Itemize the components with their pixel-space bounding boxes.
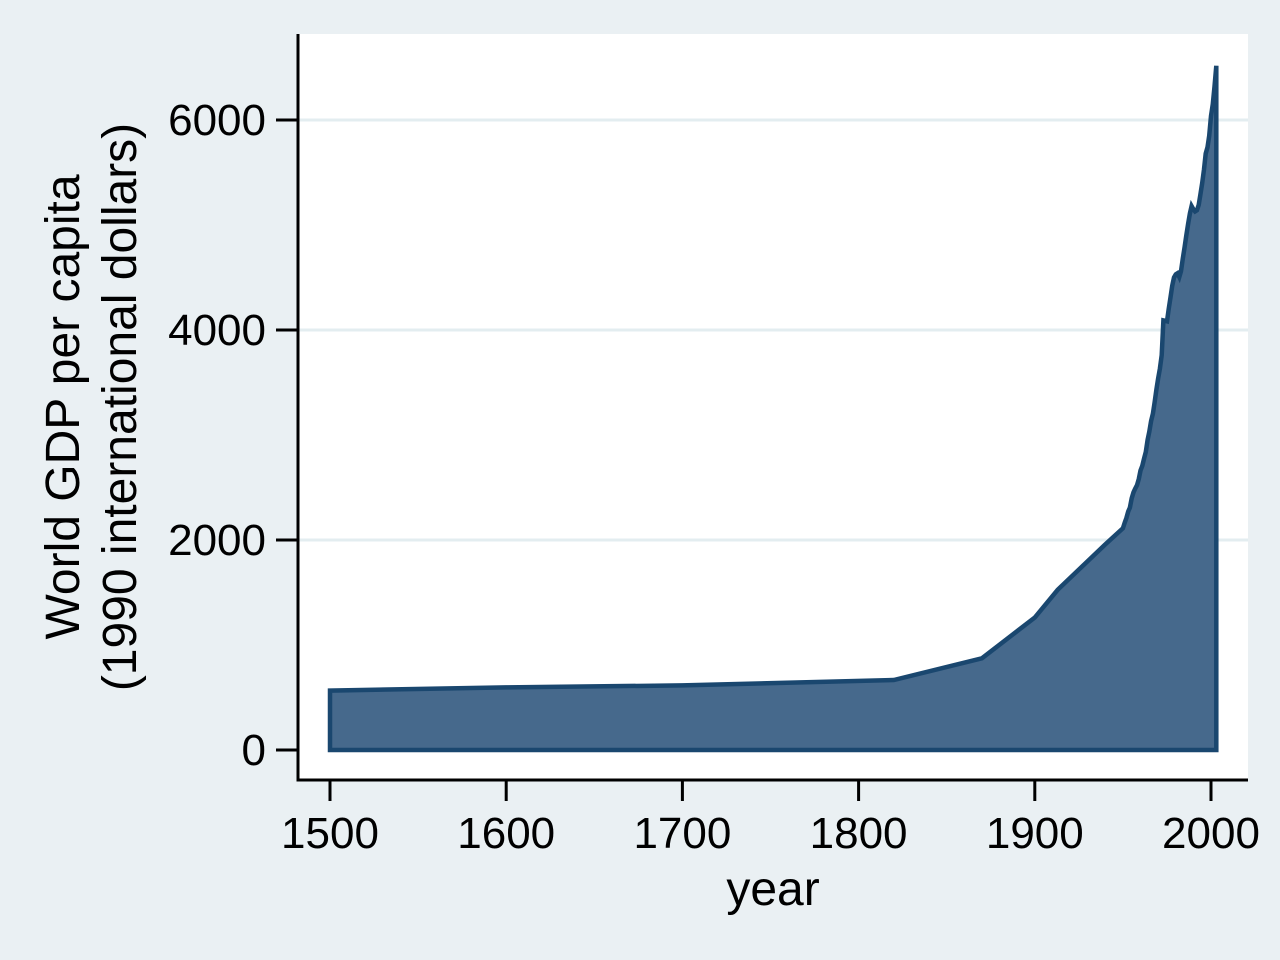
y-axis-title: World GDP per capita (1990 international… [34,27,150,787]
x-axis-title: year [726,863,820,916]
y-tick-label-6000: 6000 [168,96,266,145]
y-tick-label-4000: 4000 [168,306,266,355]
x-tick-label-1600: 1600 [457,809,555,858]
gdp-area-series [327,65,1219,753]
y-tick-label-2000: 2000 [168,516,266,565]
x-tick-label-1500: 1500 [281,809,379,858]
y-axis-title-line-2: (1990 international dollars) [94,122,147,692]
x-tick-label-1900: 1900 [986,809,1084,858]
x-tick-label-2000: 2000 [1162,809,1260,858]
y-axis-title-line-1: World GDP per capita [37,174,90,640]
x-tick-label-1700: 1700 [633,809,731,858]
x-tick-label-1800: 1800 [810,809,908,858]
y-tick-label-0: 0 [242,726,266,775]
